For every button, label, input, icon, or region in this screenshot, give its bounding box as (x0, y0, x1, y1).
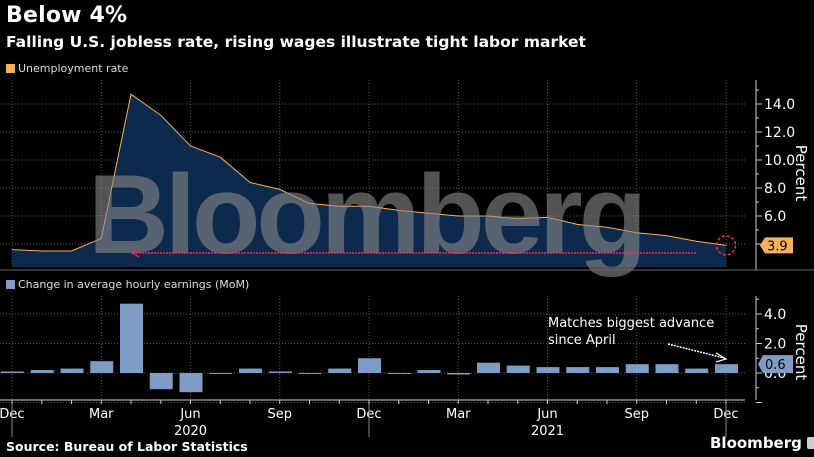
svg-text:Percent: Percent (792, 145, 810, 202)
svg-text:8.0: 8.0 (764, 181, 786, 197)
svg-text:Bloomberg: Bloomberg (88, 152, 643, 277)
svg-text:6.0: 6.0 (764, 209, 786, 225)
chart-icon (806, 437, 814, 449)
chart-title: Below 4% (6, 3, 128, 28)
bloomberg-logo: Bloomberg (710, 434, 814, 452)
svg-text:2020: 2020 (174, 424, 207, 439)
legend-label: Change in average hourly earnings (MoM) (18, 278, 250, 291)
svg-text:Mar: Mar (446, 407, 471, 422)
svg-text:Mar: Mar (89, 407, 114, 422)
svg-text:Jun: Jun (179, 407, 200, 422)
svg-text:2021: 2021 (531, 424, 564, 439)
svg-text:Sep: Sep (624, 407, 649, 422)
legend-label: Unemployment rate (18, 62, 129, 75)
legend-earnings: Change in average hourly earnings (MoM) (6, 278, 249, 291)
svg-text:Percent: Percent (792, 324, 810, 381)
legend-swatch-icon (6, 64, 15, 73)
legend-unemployment: Unemployment rate (6, 62, 128, 75)
svg-text:10.0: 10.0 (764, 153, 795, 169)
svg-text:3.9: 3.9 (767, 239, 788, 254)
brand-text: Bloomberg (710, 434, 802, 452)
svg-text:Sep: Sep (267, 407, 292, 422)
svg-text:Jun: Jun (536, 407, 557, 422)
chart-subtitle: Falling U.S. jobless rate, rising wages … (6, 33, 586, 51)
svg-text:0.6: 0.6 (765, 358, 786, 373)
svg-text:12.0: 12.0 (764, 125, 795, 141)
svg-text:2.0: 2.0 (764, 337, 786, 353)
svg-text:since April: since April (548, 333, 616, 348)
legend-swatch-icon (6, 280, 15, 289)
svg-text:14.0: 14.0 (764, 97, 795, 113)
svg-text:4.0: 4.0 (764, 307, 786, 323)
svg-text:Matches biggest advance: Matches biggest advance (548, 316, 714, 331)
source-note: Source: Bureau of Labor Statistics (6, 439, 248, 454)
